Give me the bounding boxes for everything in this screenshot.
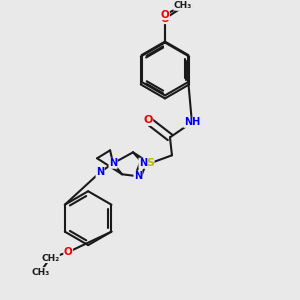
Text: O: O	[160, 14, 169, 24]
Text: N: N	[109, 158, 117, 168]
Text: CH₃: CH₃	[177, 1, 193, 10]
Text: O: O	[160, 10, 169, 20]
Text: N: N	[96, 167, 104, 177]
Text: O: O	[143, 116, 153, 125]
Text: S: S	[146, 158, 154, 168]
Text: CH₂: CH₂	[41, 254, 59, 262]
Text: O: O	[64, 247, 73, 257]
Text: N: N	[134, 171, 142, 181]
Text: NH: NH	[184, 117, 200, 128]
Text: CH₃: CH₃	[31, 268, 50, 277]
Text: CH₃: CH₃	[174, 1, 192, 10]
Text: N: N	[139, 158, 147, 168]
